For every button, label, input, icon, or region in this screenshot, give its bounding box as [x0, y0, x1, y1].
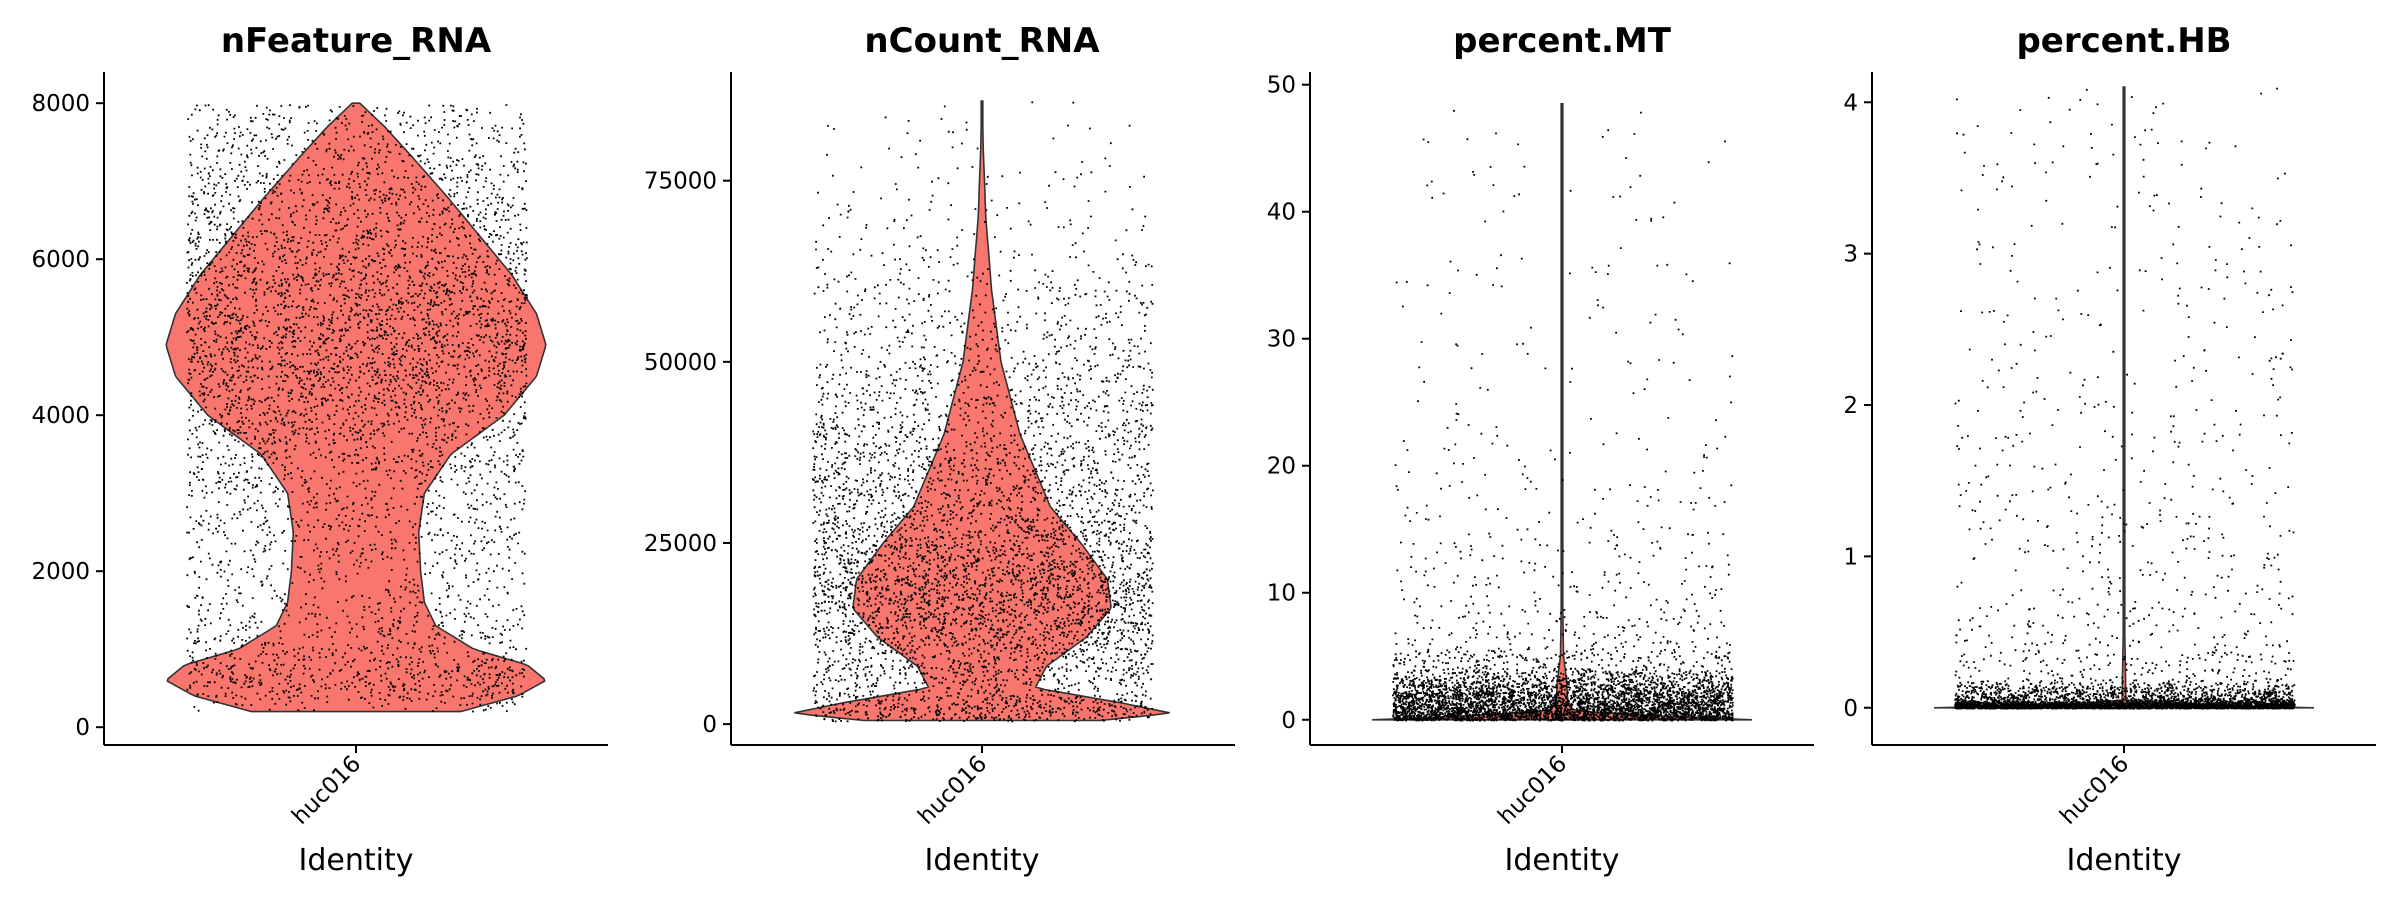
x-axis-label: Identity	[925, 843, 1040, 878]
y-tick-label: 3	[1843, 242, 1858, 268]
x-category-label: huc016	[287, 751, 366, 830]
y-tick-label: 50000	[644, 350, 717, 376]
panel-title: nCount_RNA	[864, 21, 1100, 61]
y-tick-label: 75000	[644, 169, 717, 195]
y-tick-label: 4	[1843, 90, 1858, 116]
panel-percent-mt: percent.MT 0 10 20 30 40 50 huc016 Identity	[1267, 21, 1814, 878]
x-axis-label: Identity	[299, 843, 414, 878]
panel-ncount-rna: nCount_RNA 0 25000 50000 75000 huc016 Identi…	[644, 21, 1235, 878]
y-tick-label: 40	[1267, 200, 1296, 226]
y-tick-label: 0	[75, 715, 90, 741]
x-category-label: huc016	[2055, 751, 2134, 830]
x-category-label: huc016	[1493, 751, 1572, 830]
y-tick-label: 2000	[31, 559, 90, 585]
y-tick-label: 0	[702, 712, 717, 738]
panel-title: percent.MT	[1453, 21, 1672, 61]
y-tick-label: 25000	[644, 531, 717, 557]
x-axis-label: Identity	[1505, 843, 1620, 878]
y-tick-label: 0	[1281, 708, 1296, 734]
panel-title: nFeature_RNA	[221, 21, 492, 61]
violin-shape	[1371, 103, 1753, 721]
violin-shape	[165, 102, 547, 713]
violin-layer	[1933, 86, 2315, 709]
panel-percent-hb: percent.HB 0 1 2 3 4 huc016 Identity	[1843, 21, 2376, 878]
y-tick-label: 30	[1267, 327, 1296, 353]
y-tick-label: 8000	[31, 91, 90, 117]
y-tick-label: 4000	[31, 403, 90, 429]
y-tick-label: 2	[1843, 393, 1858, 419]
y-tick-label: 6000	[31, 247, 90, 273]
points-layer	[812, 101, 1154, 723]
panel-nfeature-rna: nFeature_RNA 0 2000 4000 6000 8000 huc016 Ide…	[31, 21, 608, 878]
panel-title: percent.HB	[2016, 21, 2231, 61]
x-axis-label: Identity	[2067, 843, 2182, 878]
y-tick-label: 10	[1267, 581, 1296, 607]
y-tick-label: 20	[1267, 454, 1296, 480]
violin-layer	[1371, 103, 1753, 721]
data-points	[186, 104, 528, 713]
y-tick-label: 50	[1267, 73, 1296, 99]
y-tick-label: 1	[1843, 544, 1858, 570]
violin-shape	[1933, 86, 2315, 709]
x-category-label: huc016	[913, 751, 992, 830]
points-layer	[186, 104, 528, 713]
data-points	[812, 101, 1154, 723]
violin-layer	[165, 102, 547, 713]
axes-layer: 0 1 2 3 4 huc016	[1843, 72, 2376, 830]
y-tick-label: 0	[1843, 696, 1858, 722]
